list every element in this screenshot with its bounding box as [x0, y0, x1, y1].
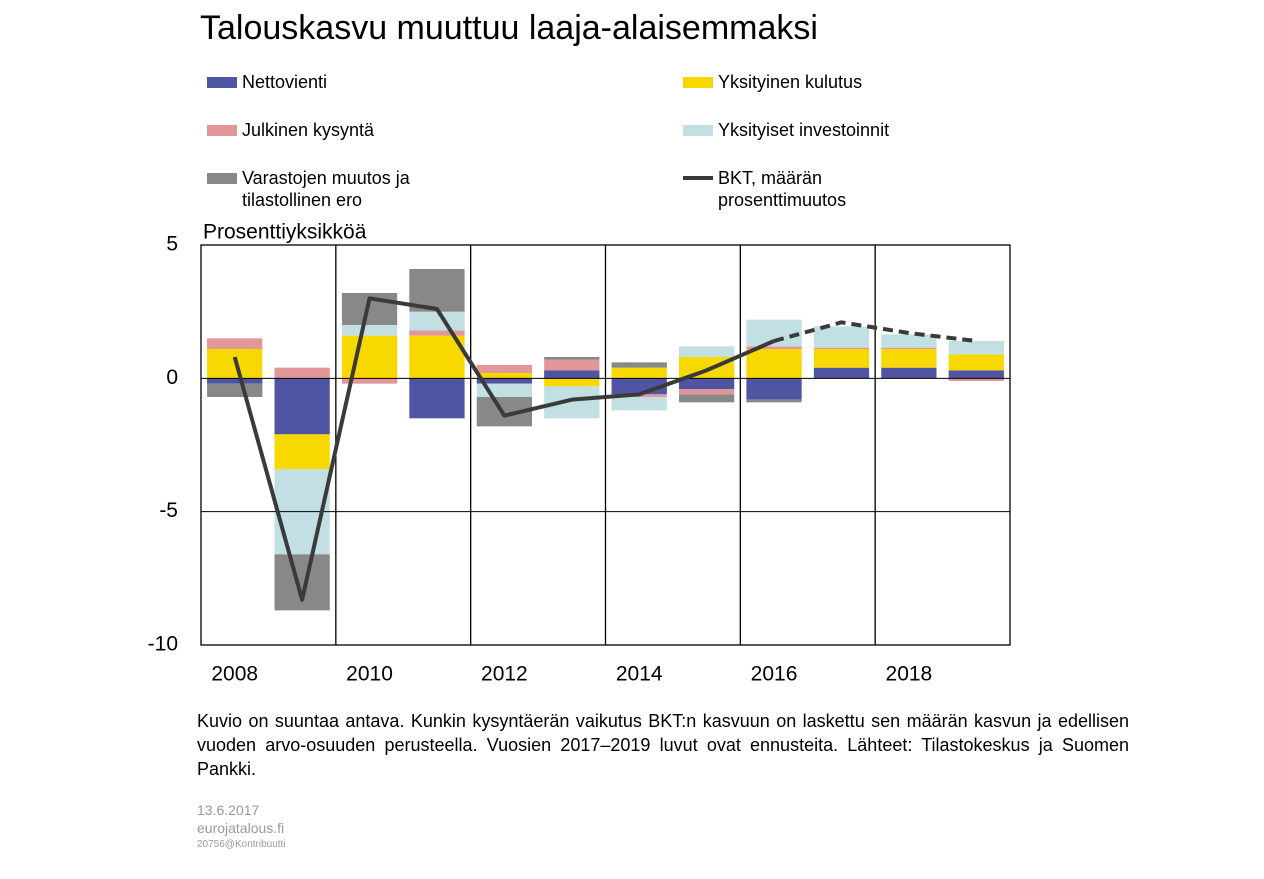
note: Kuvio on suuntaa antava. Kunkin kysyntäe… — [197, 711, 1129, 779]
bar-segment — [207, 383, 263, 397]
x-tick-label: 2014 — [616, 663, 663, 686]
bar-segment — [813, 349, 870, 368]
bar-segment — [813, 367, 870, 379]
x-tick-label: 2016 — [751, 663, 798, 686]
bar-segment — [813, 347, 870, 349]
gdp-line — [773, 320, 977, 343]
plot-frame — [200, 244, 1011, 646]
bar-segment — [274, 378, 330, 435]
x-tick-label: 2008 — [211, 663, 258, 686]
bar-segment — [881, 334, 937, 348]
legend-swatch — [207, 173, 237, 184]
bar-segment — [544, 378, 600, 387]
legend-label: Varastojen muutos ja tilastollinen ero — [242, 168, 410, 210]
bar-segment — [678, 389, 735, 395]
bar-segment — [476, 365, 533, 373]
legend-line — [683, 176, 713, 180]
legend-label: BKT, määrän prosenttimuutos — [718, 168, 847, 210]
bar-segment — [746, 378, 802, 400]
bar-segment — [409, 378, 465, 419]
legend-label: Julkinen kysyntä — [242, 120, 375, 140]
bar-segment — [611, 367, 667, 379]
x-tick-label: 2018 — [886, 663, 933, 686]
bar-segment — [746, 349, 802, 379]
bar-segment — [341, 325, 398, 336]
bar-segment — [544, 359, 600, 371]
chart-title: Talouskasvu muuttuu laaja-alaisemmaksi — [200, 9, 818, 47]
legend-swatch — [207, 77, 237, 88]
bar-segment — [746, 346, 802, 349]
bar-segment — [341, 335, 398, 379]
bar-segment — [409, 311, 465, 331]
legend-swatch — [683, 125, 713, 136]
footer-date: 13.6.2017 — [197, 802, 260, 818]
y-axis-label: Prosenttiyksikköä — [203, 221, 367, 244]
bar-segment — [746, 399, 802, 403]
bar-segment — [476, 378, 533, 384]
bar-segment — [544, 357, 600, 360]
bar-segment — [207, 338, 263, 349]
y-tick-label: -5 — [159, 499, 178, 522]
y-tick-label: 0 — [166, 366, 178, 389]
bar-segment — [948, 354, 1004, 371]
bar-segment — [409, 335, 465, 379]
bar-segment — [948, 341, 1004, 355]
bar-segment — [274, 367, 330, 379]
bar-segment — [611, 362, 667, 368]
x-tick-label: 2010 — [346, 663, 393, 686]
footer-site: eurojatalous.fi — [197, 820, 285, 836]
bar-segment — [476, 373, 533, 379]
bar-segment — [611, 397, 667, 411]
legend-label: Yksityiset investoinnit — [718, 120, 890, 140]
bar-segment — [409, 330, 465, 336]
bar-segment — [881, 367, 937, 379]
legend-label: Nettovienti — [242, 72, 328, 92]
bar-segment — [813, 326, 870, 348]
bar-segment — [274, 554, 330, 611]
bar-segment — [881, 347, 937, 349]
bar-segment — [207, 378, 263, 384]
bar-segment — [948, 370, 1004, 379]
bar-segment — [678, 346, 735, 357]
legend-swatch — [207, 125, 237, 136]
bar-segment — [678, 378, 735, 389]
y-tick-label: 5 — [166, 233, 178, 256]
footer-id: 20756@Kontribuutti — [197, 839, 286, 850]
x-tick-label: 2012 — [481, 663, 528, 686]
bar-segment — [948, 378, 1004, 381]
legend-swatch — [683, 77, 713, 88]
bar-segment — [544, 370, 600, 379]
bar-segment — [341, 378, 398, 384]
bar-segment — [274, 434, 330, 469]
y-tick-label: -10 — [148, 633, 178, 656]
gdp-line — [232, 296, 775, 602]
bar-segment — [678, 394, 735, 403]
bar-segment — [881, 349, 937, 368]
legend-label: Yksityinen kulutus — [718, 72, 863, 92]
